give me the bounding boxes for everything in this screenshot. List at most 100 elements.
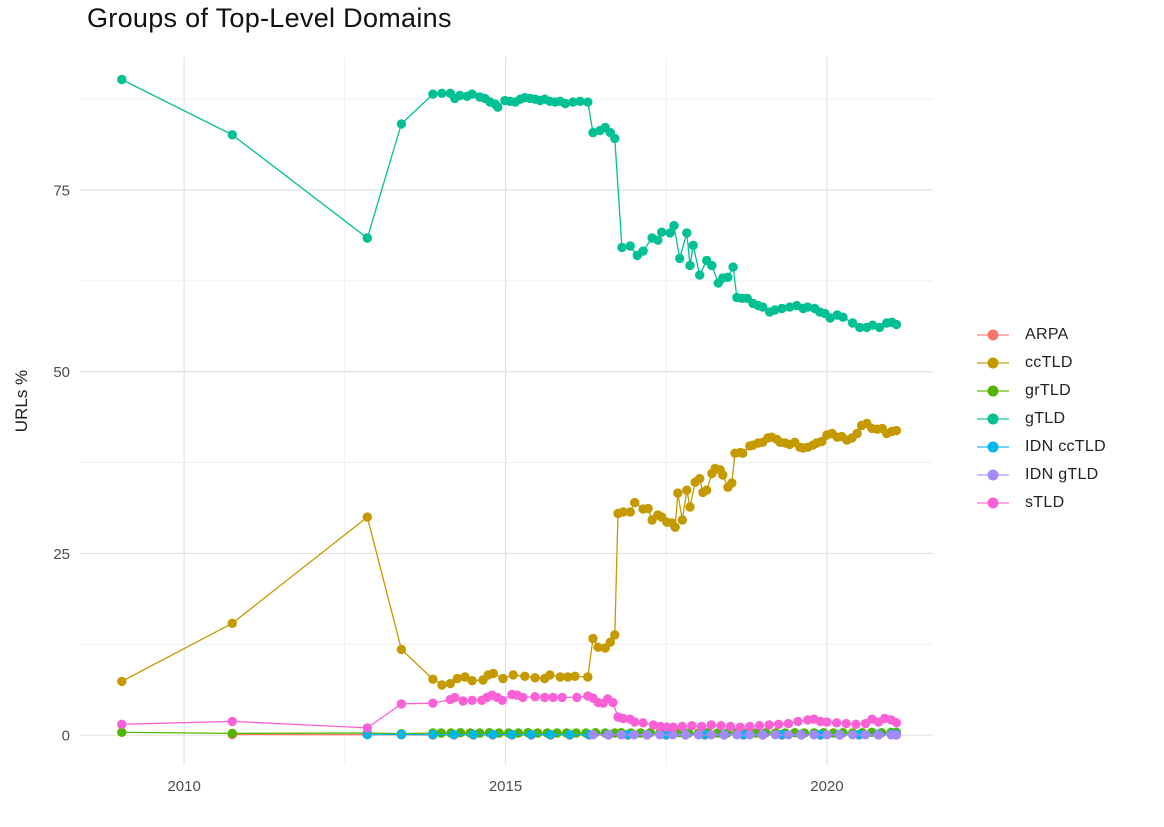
data-point-gtld [855, 322, 865, 333]
data-point-cctld [702, 485, 712, 495]
data-point-gtld [493, 102, 503, 112]
data-point-stld [774, 719, 784, 729]
cctld-swatch-icon [977, 357, 1009, 369]
data-point-idn-cctld [449, 729, 459, 740]
data-point-cctld [738, 448, 748, 458]
data-point-grtld [436, 728, 446, 738]
data-point-gtld [455, 90, 465, 101]
data-point-gtld [396, 119, 407, 129]
data-point-gtld [728, 262, 738, 272]
data-point-cctld [630, 497, 640, 508]
data-point-gtld [568, 97, 578, 107]
data-point-idn-gtld [616, 730, 626, 740]
data-point-gtld [117, 74, 127, 85]
data-point-stld [706, 720, 716, 730]
data-point-idn-cctld [526, 729, 536, 740]
data-point-stld [630, 717, 640, 727]
data-point-gtld [838, 312, 848, 322]
data-point-stld [745, 721, 755, 732]
y-tick-label: 0 [62, 728, 70, 745]
data-point-idn-gtld [873, 730, 884, 740]
data-point-stld [725, 721, 736, 732]
data-point-stld [540, 692, 550, 703]
data-point-stld [696, 721, 707, 732]
data-point-cctld [227, 618, 237, 628]
data-point-stld [764, 720, 774, 730]
data-point-stld [677, 721, 687, 732]
gtld-swatch-icon [977, 413, 1009, 425]
data-point-idn-gtld [706, 730, 716, 740]
data-point-stld [428, 698, 438, 708]
data-point-idn-gtld [732, 730, 742, 740]
data-point-idn-gtld [693, 730, 704, 740]
data-point-gtld [688, 240, 698, 250]
data-point-cctld [437, 680, 447, 690]
data-point-cctld [673, 488, 683, 498]
data-point-gtld [575, 96, 585, 107]
data-point-gtld [695, 270, 705, 280]
data-point-idn-cctld [428, 729, 438, 740]
data-point-cctld [677, 515, 687, 525]
data-point-stld [716, 721, 726, 731]
data-point-cctld [467, 676, 477, 686]
data-point-idn-gtld [655, 730, 665, 740]
data-point-gtld [707, 260, 717, 271]
data-point-idn-gtld [588, 730, 598, 740]
data-point-gtld [428, 89, 438, 99]
data-point-stld [450, 692, 460, 703]
data-point-cctld [593, 642, 603, 652]
idn-gtld-swatch-icon [977, 469, 1009, 481]
legend-label-idn-gtld: IDN gTLD [1025, 466, 1099, 483]
data-point-idn-gtld [758, 730, 768, 740]
y-tick-label: 50 [53, 364, 70, 381]
data-point-stld [841, 718, 851, 729]
data-point-cctld [117, 676, 127, 687]
data-point-idn-gtld [835, 730, 845, 740]
data-point-cctld [570, 671, 580, 681]
data-point-cctld [530, 673, 540, 683]
legend-item-grtld: grTLD [976, 377, 1106, 405]
data-point-stld [638, 718, 648, 728]
x-tick-label: 2020 [810, 778, 843, 795]
data-point-idn-cctld [488, 729, 498, 740]
x-tick-label: 2010 [167, 778, 200, 795]
chart-title: Groups of Top-Level Domains [87, 3, 452, 33]
y-tick-label: 25 [53, 546, 70, 563]
data-point-cctld [563, 672, 573, 682]
data-point-gtld [803, 302, 813, 312]
data-point-gtld [891, 319, 902, 330]
legend-item-arpa: ARPA [976, 321, 1106, 349]
data-point-cctld [428, 674, 438, 684]
data-point-idn-cctld [565, 729, 575, 740]
data-point-cctld [817, 436, 827, 447]
data-point-stld [518, 692, 528, 703]
series-line-gtld [121, 78, 897, 329]
data-point-gtld [675, 253, 685, 264]
data-point-gtld [362, 233, 372, 243]
data-point-gtld [682, 228, 692, 238]
legend-item-idn-gtld: IDN gTLD [976, 461, 1106, 489]
data-point-gtld [227, 130, 237, 140]
data-point-idn-gtld [891, 730, 902, 740]
arpa-swatch-icon [977, 329, 1009, 341]
stld-swatch-dot [987, 497, 999, 509]
data-point-idn-gtld [796, 730, 806, 740]
data-point-stld [557, 692, 567, 703]
data-point-gtld [685, 260, 695, 271]
data-point-stld [668, 722, 678, 732]
legend-item-gtld: gTLD [976, 405, 1106, 433]
data-point-idn-cctld [396, 729, 407, 740]
grtld-swatch-dot [987, 385, 999, 397]
data-point-idn-gtld [642, 730, 652, 740]
data-point-cctld [588, 633, 598, 644]
data-point-gtld [610, 133, 620, 144]
data-point-idn-gtld [680, 730, 691, 740]
data-point-cctld [460, 672, 470, 682]
legend-label-idn-cctld: IDN ccTLD [1025, 438, 1106, 455]
data-point-gtld [638, 246, 648, 256]
data-point-stld [891, 718, 902, 728]
y-tick-label: 75 [53, 183, 70, 200]
data-point-idn-cctld [545, 729, 556, 740]
data-point-stld [572, 692, 582, 703]
